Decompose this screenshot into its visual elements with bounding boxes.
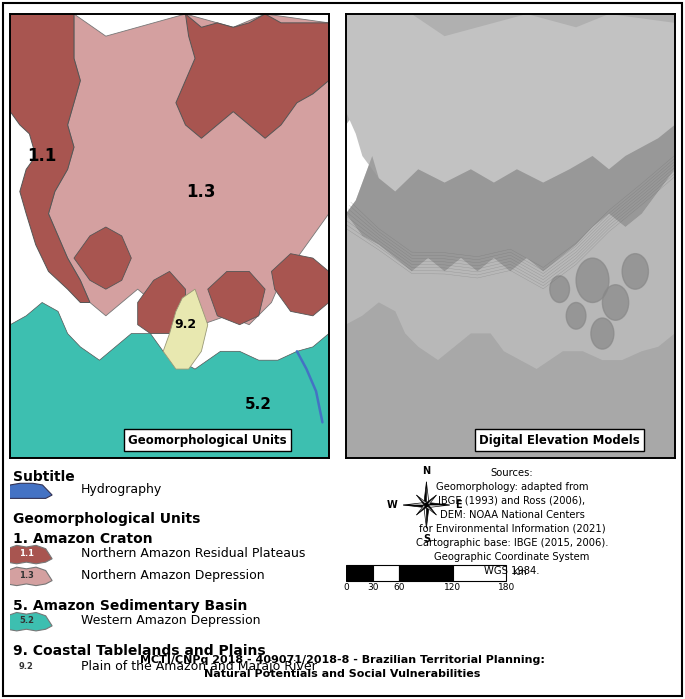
Text: 5.2: 5.2 xyxy=(19,617,34,626)
Text: 60: 60 xyxy=(394,583,405,592)
Text: 9. Coastal Tablelands and Plains: 9. Coastal Tablelands and Plains xyxy=(14,644,266,658)
Bar xyxy=(373,565,399,581)
Bar xyxy=(453,565,506,581)
Text: Western Amazon Depression: Western Amazon Depression xyxy=(81,614,260,627)
Polygon shape xyxy=(208,271,265,324)
Polygon shape xyxy=(1,612,52,631)
Circle shape xyxy=(576,258,609,303)
Text: Sources:
Geomorphology: adapted from
IBGE (1993) and Ross (2006),
DEM: NOAA Nati: Sources: Geomorphology: adapted from IBG… xyxy=(416,468,608,576)
Polygon shape xyxy=(426,495,436,506)
Text: E: E xyxy=(455,500,462,510)
Polygon shape xyxy=(1,658,52,676)
Polygon shape xyxy=(425,505,436,515)
Polygon shape xyxy=(424,482,426,505)
Polygon shape xyxy=(346,14,675,192)
Text: N: N xyxy=(423,466,430,476)
Text: 30: 30 xyxy=(367,583,378,592)
Polygon shape xyxy=(425,495,436,505)
Text: Northern Amazon Residual Plateaus: Northern Amazon Residual Plateaus xyxy=(81,547,306,560)
Text: 1.3: 1.3 xyxy=(19,571,34,580)
Polygon shape xyxy=(138,271,186,333)
Bar xyxy=(346,565,373,581)
Polygon shape xyxy=(176,14,329,138)
Circle shape xyxy=(425,503,428,507)
Polygon shape xyxy=(416,505,427,515)
Text: Digital Elevation Models: Digital Elevation Models xyxy=(479,433,640,447)
Polygon shape xyxy=(426,482,429,505)
Polygon shape xyxy=(74,227,132,289)
Polygon shape xyxy=(1,567,52,586)
Text: 5. Amazon Sedimentary Basin: 5. Amazon Sedimentary Basin xyxy=(14,599,248,613)
Polygon shape xyxy=(271,254,329,316)
Circle shape xyxy=(550,276,569,303)
Bar xyxy=(399,565,453,581)
Text: 180: 180 xyxy=(497,583,515,592)
Text: 120: 120 xyxy=(444,583,461,592)
Circle shape xyxy=(591,318,614,349)
Text: S: S xyxy=(423,534,430,544)
Polygon shape xyxy=(346,169,675,369)
Polygon shape xyxy=(49,14,329,333)
Text: W: W xyxy=(387,500,398,510)
Polygon shape xyxy=(426,504,436,515)
Text: Geomorphological Units: Geomorphological Units xyxy=(129,433,287,447)
Polygon shape xyxy=(416,495,426,506)
Polygon shape xyxy=(403,503,426,505)
Text: Northern Amazon Depression: Northern Amazon Depression xyxy=(81,569,264,582)
Text: 1. Amazon Craton: 1. Amazon Craton xyxy=(14,532,153,546)
Text: 1.1: 1.1 xyxy=(27,147,57,165)
Polygon shape xyxy=(10,14,90,303)
Polygon shape xyxy=(1,483,52,498)
Polygon shape xyxy=(346,112,372,214)
Text: 1.1: 1.1 xyxy=(19,549,34,559)
Text: Subtitle: Subtitle xyxy=(14,470,75,484)
Polygon shape xyxy=(163,289,208,369)
Polygon shape xyxy=(426,505,429,528)
Text: 9.2: 9.2 xyxy=(175,318,197,331)
Polygon shape xyxy=(10,303,329,458)
Polygon shape xyxy=(1,545,52,564)
Polygon shape xyxy=(424,505,426,528)
Polygon shape xyxy=(403,505,426,507)
Polygon shape xyxy=(416,504,426,515)
Polygon shape xyxy=(426,505,449,507)
Text: 0: 0 xyxy=(343,583,349,592)
Text: Plain of the Amazon and Marajó River: Plain of the Amazon and Marajó River xyxy=(81,660,317,672)
Polygon shape xyxy=(346,125,675,271)
Circle shape xyxy=(602,284,629,320)
Polygon shape xyxy=(426,503,449,505)
Text: Hydrography: Hydrography xyxy=(81,484,162,496)
Text: Geomorphological Units: Geomorphological Units xyxy=(14,512,201,526)
Text: MCTI/CNPq 2018 - 409071/2018-8 - Brazilian Territorial Planning:
Natural Potenti: MCTI/CNPq 2018 - 409071/2018-8 - Brazili… xyxy=(140,655,545,679)
Text: 9.2: 9.2 xyxy=(19,662,34,670)
Circle shape xyxy=(566,303,586,329)
Text: Km: Km xyxy=(512,568,527,577)
Polygon shape xyxy=(346,303,675,458)
Text: 1.3: 1.3 xyxy=(186,182,216,201)
Text: 5.2: 5.2 xyxy=(245,397,272,412)
Circle shape xyxy=(622,254,649,289)
Polygon shape xyxy=(416,495,427,505)
